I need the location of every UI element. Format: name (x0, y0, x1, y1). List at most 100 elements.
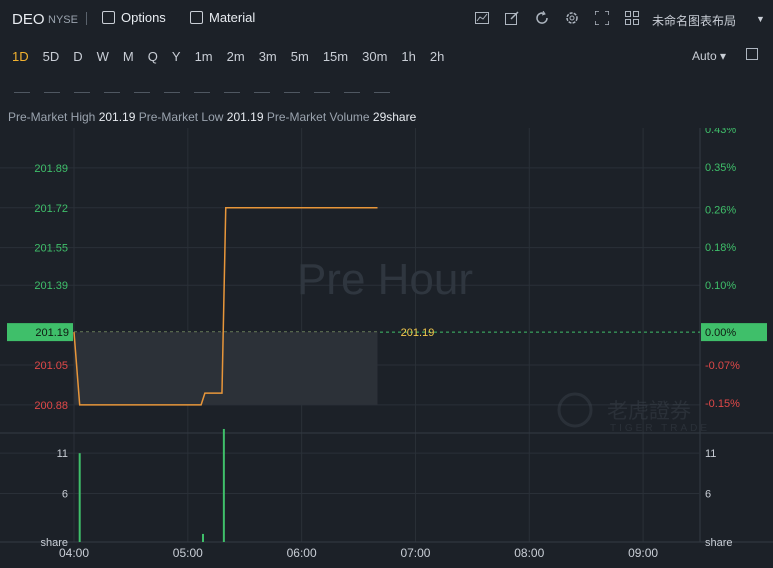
scale-mode-selector[interactable]: Auto ▾ (692, 49, 727, 63)
eye-icon[interactable] (284, 80, 300, 93)
text-tool-icon[interactable] (194, 80, 210, 93)
low-value: 201.19 (226, 110, 264, 124)
refresh-icon[interactable] (534, 10, 550, 26)
rectangle-tool-icon[interactable] (44, 80, 60, 93)
period-1h[interactable]: 1h (401, 49, 416, 64)
options-label: Options (121, 10, 166, 25)
price-chart[interactable]: 201.19 Pre Hour 老虎證券 TIGER TRADE 201.89 2… (0, 128, 773, 568)
prev-close-pct-badge (701, 323, 767, 342)
y-tick-label: 200.88 (34, 400, 68, 412)
y-pct-tick-label: -0.15% (705, 398, 740, 410)
brand-watermark-en: TIGER TRADE (610, 423, 710, 434)
y-pct-tick-label: 0.26% (705, 204, 736, 216)
period-5m[interactable]: 5m (290, 49, 309, 64)
price-series-line (73, 207, 378, 406)
volume-tick-right: 11 (705, 448, 716, 460)
volume-bar (222, 428, 225, 542)
symbol[interactable]: DEO (12, 11, 45, 28)
volume-unit-left: share (40, 537, 68, 549)
price-line (73, 207, 378, 406)
scale-mode-label: Auto (692, 49, 717, 63)
volume-bar (78, 453, 81, 542)
high-label: Pre-Market High (8, 110, 96, 124)
y-tick-label: 201.39 (34, 280, 68, 292)
volume-bar (201, 533, 204, 542)
chart-icon[interactable] (474, 10, 490, 26)
tiger-logo-icon (557, 392, 593, 428)
toolbar-icons (474, 10, 654, 26)
divider (86, 12, 87, 25)
period-2m[interactable]: 2m (226, 49, 245, 64)
premarket-stats: Pre-Market High 201.19 Pre-Market Low 20… (8, 110, 416, 124)
price-fill (74, 332, 378, 405)
y-tick-label: 201.55 (34, 243, 68, 255)
period-1d[interactable]: 1D (12, 49, 29, 64)
x-tick-label: 08:00 (514, 546, 544, 560)
layout-name: 未命名图表布局 (652, 14, 737, 28)
period-w[interactable]: W (96, 49, 109, 64)
volume-panel: 11 11 6 6 share share (0, 428, 733, 549)
expand-icon[interactable] (746, 48, 758, 60)
x-tick-label: 05:00 (173, 546, 203, 560)
top-bar: DEO NYSE Options Material 未命名图表布局 ▼ (0, 0, 773, 38)
clone-icon[interactable] (344, 80, 360, 93)
arrow-tool-icon[interactable] (134, 80, 150, 93)
prev-close-badge-label: 201.19 (35, 327, 69, 339)
wave-tool-icon[interactable] (74, 80, 90, 93)
gear-icon[interactable] (564, 10, 580, 26)
watermark: Pre Hour (297, 255, 473, 304)
trendline-tool-icon[interactable] (14, 80, 30, 93)
y-pct-tick-label: 0.10% (705, 280, 736, 292)
period-5d[interactable]: 5D (42, 49, 60, 64)
x-tick-label: 09:00 (628, 546, 658, 560)
material-button[interactable]: Material (190, 10, 255, 25)
period-q[interactable]: Q (147, 49, 158, 64)
prev-close-pct-label: 0.00% (705, 327, 736, 339)
fullscreen-icon[interactable] (594, 10, 610, 26)
period-y[interactable]: Y (171, 49, 181, 64)
edit-icon[interactable] (504, 10, 520, 26)
prev-close-badge (7, 323, 73, 342)
volume-label: Pre-Market Volume (266, 110, 370, 124)
magnet-icon[interactable] (314, 80, 330, 93)
volume-unit-right: share (705, 537, 733, 549)
period-m[interactable]: M (122, 49, 134, 64)
period-15m[interactable]: 15m (322, 49, 349, 64)
x-tick-label: 07:00 (400, 546, 430, 560)
measure-tool-icon[interactable] (164, 80, 180, 93)
options-button[interactable]: Options (102, 10, 166, 25)
period-2h[interactable]: 2h (429, 49, 445, 64)
fib-tool-icon[interactable] (104, 80, 120, 93)
brand-watermark-cn: 老虎證券 (607, 399, 691, 423)
period-1m[interactable]: 1m (194, 49, 213, 64)
y-tick-label: 201.89 (34, 163, 68, 175)
y-tick-label: 201.05 (34, 360, 68, 372)
volume-value: 29share (372, 110, 417, 124)
trash-icon[interactable] (374, 80, 390, 93)
last-price-label: 201.19 (401, 327, 435, 339)
chevron-down-icon: ▼ (756, 14, 765, 24)
options-icon (102, 11, 115, 24)
period-d[interactable]: D (73, 49, 83, 64)
low-label: Pre-Market Low (138, 110, 224, 124)
volume-tick-left: 6 (62, 489, 68, 501)
period-selector: 1D 5D D W M Q Y 1m 2m 3m 5m 15m 30m 1h 2h (12, 49, 458, 64)
material-label: Material (209, 10, 256, 25)
material-icon (190, 11, 203, 24)
pencil-icon[interactable] (224, 80, 240, 93)
below-close-fill (74, 332, 378, 405)
period-30m[interactable]: 30m (362, 49, 388, 64)
volume-tick-left: 11 (57, 448, 68, 460)
y-axis-right: 0.43% 0.35% 0.26% 0.18% 0.10% -0.07% -0.15% 0.0… (701, 128, 767, 410)
y-pct-tick-label: -0.07% (705, 360, 740, 372)
x-tick-label: 06:00 (287, 546, 317, 560)
volume-tick-right: 6 (705, 489, 711, 501)
period-3m[interactable]: 3m (258, 49, 277, 64)
y-pct-tick-label: 0.18% (705, 242, 736, 254)
lock-icon[interactable] (254, 80, 270, 93)
high-value: 201.19 (98, 110, 136, 124)
layout-selector[interactable]: 未命名图表布局 ▼ (652, 12, 765, 29)
brand-watermark: 老虎證券 TIGER TRADE (557, 392, 710, 434)
y-pct-tick-label: 0.43% (705, 128, 736, 136)
grid-icon[interactable] (624, 10, 640, 26)
